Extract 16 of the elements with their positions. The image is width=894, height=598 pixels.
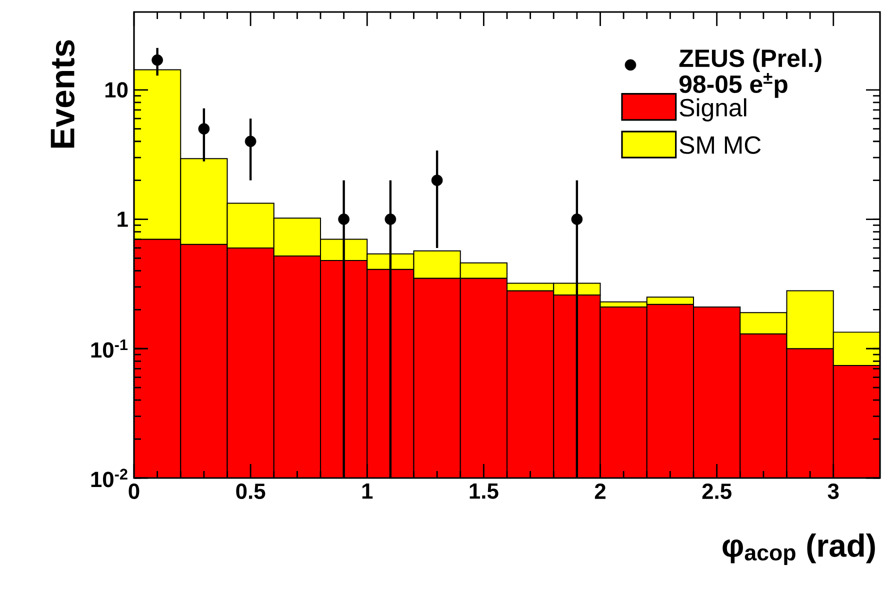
legend-label: SM MC: [680, 136, 761, 154]
x-tick-label: 0: [128, 484, 140, 500]
y-axis-title: Events: [50, 40, 75, 148]
y-tick-label: 1: [118, 212, 128, 227]
x-tick-label: 1.5: [470, 484, 498, 499]
x-tick-label: 1: [362, 484, 373, 499]
x-tick-label: 2: [594, 484, 606, 499]
legend-label: Signal: [680, 98, 746, 122]
x-tick-label: 3: [828, 484, 839, 500]
y-tick-label: 10$^{-1}$: [91, 339, 128, 358]
x-tick-label: 0.5: [236, 484, 266, 500]
x-tick-label: 2.5: [702, 484, 732, 500]
y-tick-label: 10: [105, 82, 128, 98]
legend-label: ZEUS (Prel.) 98-05 e$^{±}$p: [679, 48, 822, 98]
y-tick-label: 10$^{-2}$: [91, 468, 128, 488]
x-axis-title: φ$_{acop}$ (rad): [722, 534, 875, 565]
